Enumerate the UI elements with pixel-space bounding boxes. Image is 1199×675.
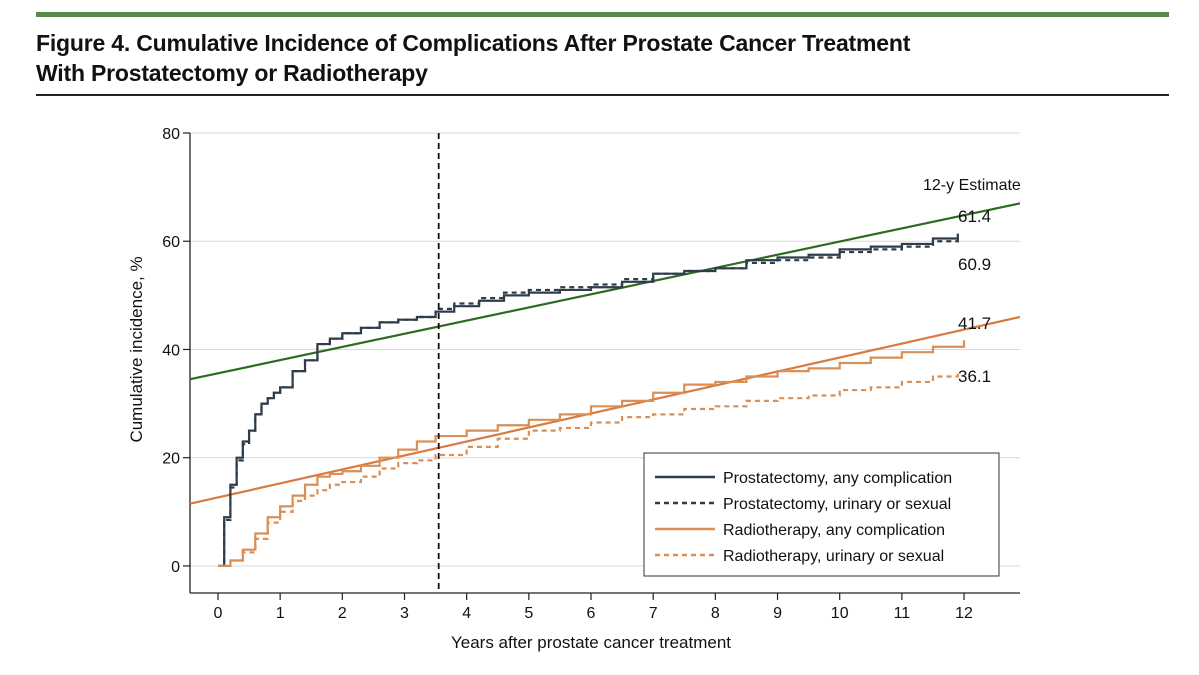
x-tick-label-7: 7 xyxy=(649,605,658,622)
series-line-4 xyxy=(217,370,959,568)
series-line-2 xyxy=(217,236,959,568)
legend-label-3: Radiotherapy, any complication xyxy=(723,522,945,539)
top-accent-bar xyxy=(36,12,1169,17)
legend: Prostatectomy, any complication Prostate… xyxy=(643,452,1000,577)
y-tick-label-60: 60 xyxy=(162,234,180,251)
estimate-label-1: 61.4 xyxy=(958,207,991,226)
y-tick-label-40: 40 xyxy=(162,342,180,359)
estimate-label-4: 36.1 xyxy=(958,367,991,386)
figure-title-line-2: With Prostatectomy or Radiotherapy xyxy=(36,60,428,86)
x-tick-label-5: 5 xyxy=(524,605,533,622)
estimate-label-3: 41.7 xyxy=(958,314,991,333)
x-tick-label-11: 11 xyxy=(894,605,911,622)
x-tick-label-9: 9 xyxy=(773,605,782,622)
series-lines xyxy=(189,133,1021,593)
y-axis-label: Cumulative incidence, % xyxy=(127,256,146,442)
x-tick-label-6: 6 xyxy=(587,605,596,622)
x-tick-label-3: 3 xyxy=(400,605,409,622)
figure-title: Figure 4. Cumulative Incidence of Compli… xyxy=(36,28,1169,88)
legend-label-4: Radiotherapy, urinary or sexual xyxy=(723,548,944,565)
series-line-3 xyxy=(217,340,966,568)
x-tick-label-12: 12 xyxy=(955,605,973,622)
y-tick-label-0: 0 xyxy=(171,559,180,576)
estimate-header: 12-y Estimate xyxy=(923,177,1021,194)
estimate-label-2: 60.9 xyxy=(958,255,991,274)
legend-label-2: Prostatectomy, urinary or sexual xyxy=(723,496,951,513)
trend-line-2 xyxy=(189,315,1021,505)
x-tick-label-1: 1 xyxy=(276,605,285,622)
x-tick-label-10: 10 xyxy=(831,605,849,622)
x-axis-label: Years after prostate cancer treatment xyxy=(451,633,731,652)
x-tick-label-8: 8 xyxy=(711,605,720,622)
trend-line-1 xyxy=(189,202,1021,381)
x-tick-label-4: 4 xyxy=(462,605,471,622)
estimate-labels: 12-y Estimate 61.4 60.9 41.7 36.1 xyxy=(923,177,1021,386)
title-rule xyxy=(36,94,1169,96)
legend-label-1: Prostatectomy, any complication xyxy=(723,470,952,487)
x-tick-label-2: 2 xyxy=(338,605,347,622)
y-tick-label-80: 80 xyxy=(162,126,180,143)
y-tick-label-20: 20 xyxy=(162,451,180,468)
x-tick-label-0: 0 xyxy=(214,605,223,622)
figure-title-line-1: Figure 4. Cumulative Incidence of Compli… xyxy=(36,30,911,56)
